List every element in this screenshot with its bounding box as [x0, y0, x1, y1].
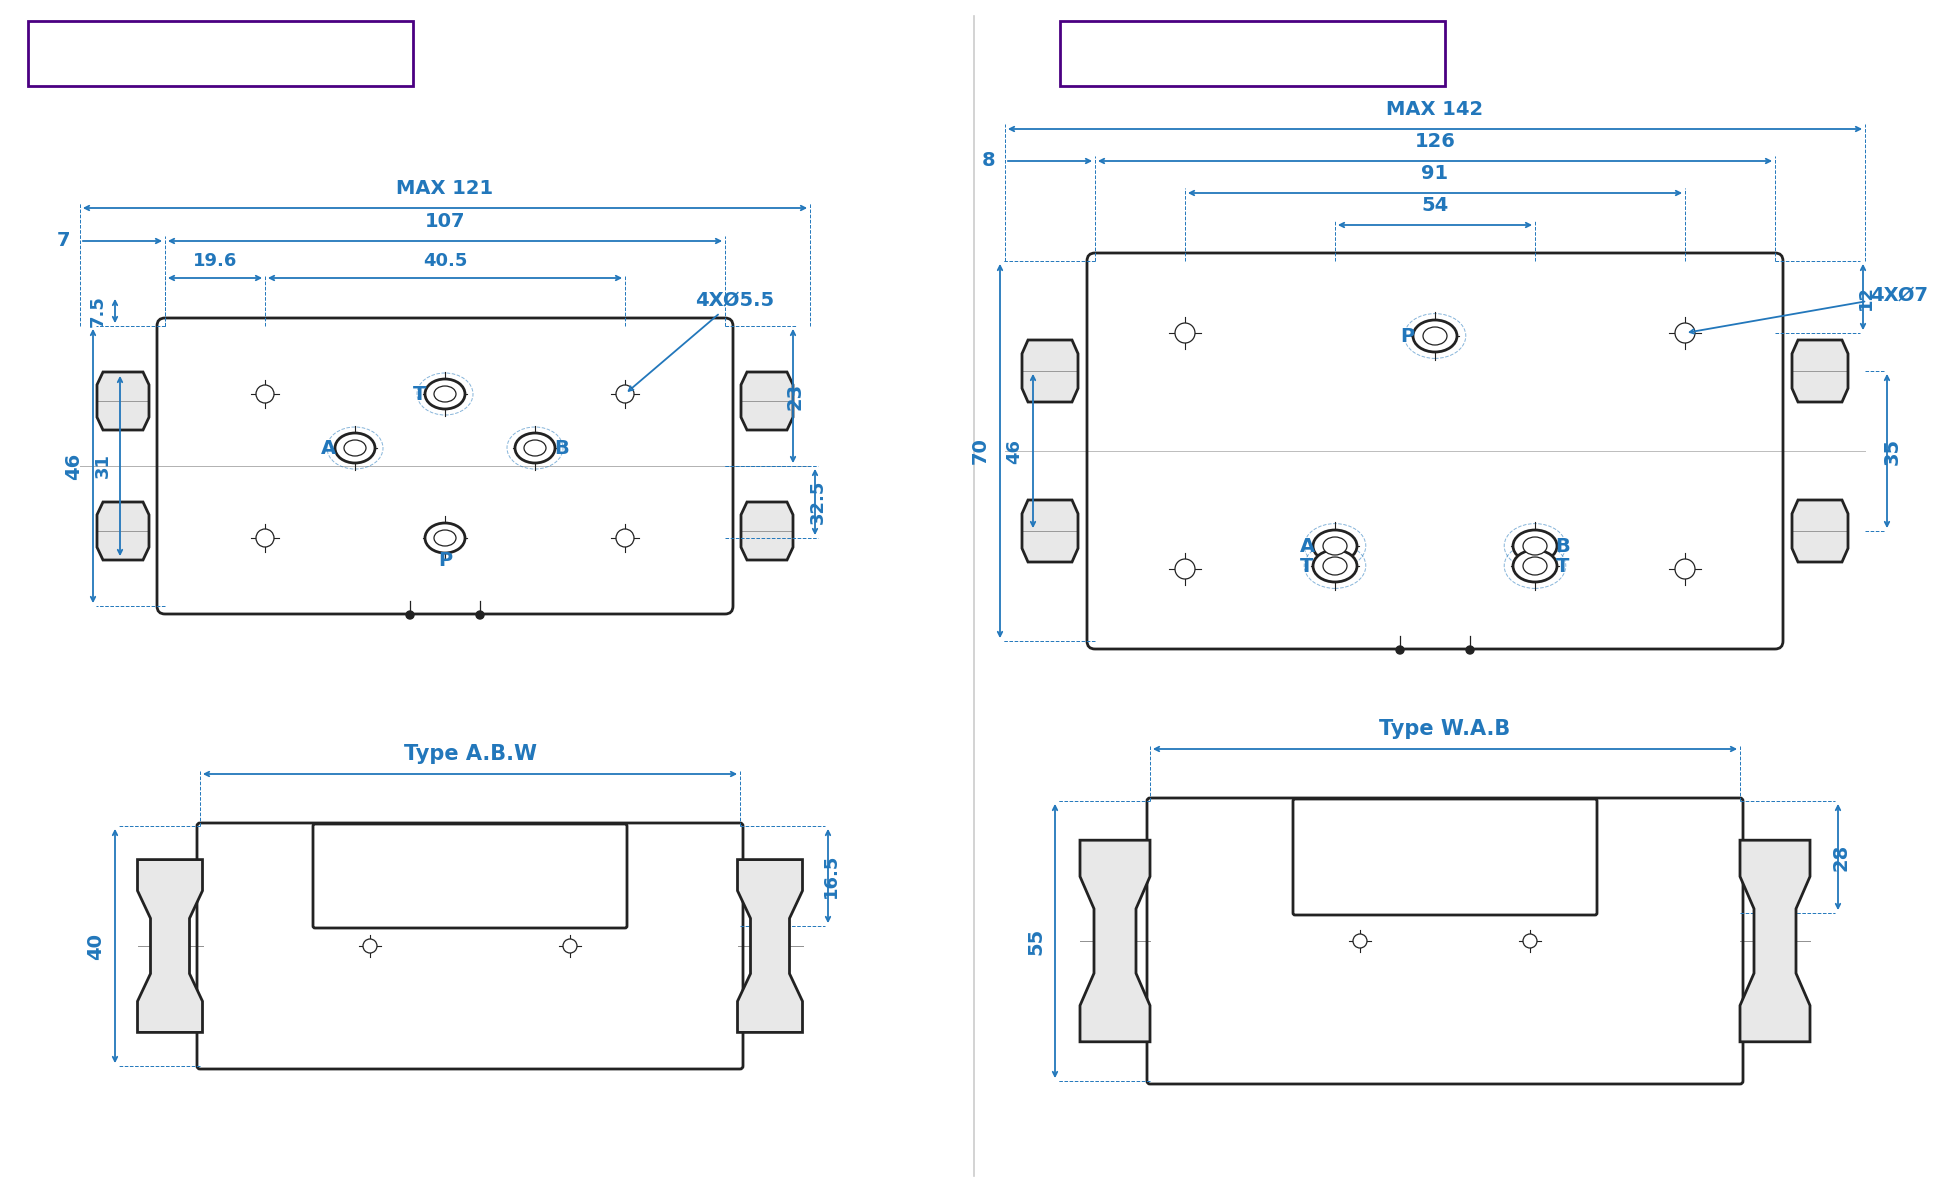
Text: 40: 40: [86, 933, 105, 959]
Circle shape: [616, 385, 633, 403]
Polygon shape: [738, 860, 803, 1032]
Polygon shape: [1023, 500, 1077, 562]
Text: T: T: [1301, 556, 1313, 575]
Ellipse shape: [1523, 557, 1547, 575]
Polygon shape: [1079, 841, 1149, 1042]
FancyBboxPatch shape: [1147, 798, 1743, 1084]
Text: 107: 107: [425, 212, 466, 231]
Text: B: B: [1556, 537, 1570, 555]
Text: 40.5: 40.5: [423, 252, 468, 270]
FancyBboxPatch shape: [1293, 799, 1597, 915]
Text: 23: 23: [785, 383, 805, 409]
Text: A: A: [319, 439, 335, 458]
Text: 91: 91: [1422, 164, 1449, 183]
Ellipse shape: [1523, 537, 1547, 555]
FancyBboxPatch shape: [1087, 254, 1782, 649]
Circle shape: [1523, 934, 1537, 948]
Polygon shape: [138, 860, 203, 1032]
Text: Type A.B.W: Type A.B.W: [403, 744, 536, 764]
Text: 126: 126: [1414, 132, 1455, 151]
Bar: [27, 22, 413, 86]
Text: 55: 55: [1027, 927, 1044, 954]
Ellipse shape: [425, 379, 466, 409]
Ellipse shape: [1514, 550, 1556, 582]
Circle shape: [362, 939, 378, 953]
Circle shape: [255, 529, 275, 547]
FancyBboxPatch shape: [314, 824, 627, 928]
Ellipse shape: [425, 523, 466, 553]
Text: 46: 46: [1005, 439, 1023, 464]
Polygon shape: [740, 372, 793, 431]
Circle shape: [563, 939, 577, 953]
Ellipse shape: [1313, 550, 1358, 582]
FancyBboxPatch shape: [158, 318, 732, 614]
Ellipse shape: [1313, 530, 1358, 562]
FancyBboxPatch shape: [197, 823, 742, 1069]
Ellipse shape: [1514, 530, 1556, 562]
Text: T: T: [413, 384, 427, 403]
Circle shape: [1175, 323, 1194, 343]
Ellipse shape: [434, 530, 456, 547]
Text: P: P: [1401, 327, 1414, 346]
Text: 54: 54: [1422, 196, 1449, 215]
Text: 32.5: 32.5: [808, 480, 828, 524]
Text: T: T: [1556, 556, 1570, 575]
Ellipse shape: [524, 440, 545, 456]
Circle shape: [1397, 646, 1405, 654]
Circle shape: [1175, 559, 1194, 579]
Text: P: P: [438, 550, 452, 569]
Ellipse shape: [335, 433, 376, 463]
Text: 46: 46: [64, 452, 84, 480]
Text: MPC-02-W.A.B: MPC-02-W.A.B: [64, 35, 376, 73]
Text: 70: 70: [970, 438, 990, 464]
Text: 16.5: 16.5: [822, 854, 840, 898]
Text: 28: 28: [1831, 843, 1851, 871]
Ellipse shape: [514, 433, 555, 463]
Ellipse shape: [434, 386, 456, 402]
Polygon shape: [97, 372, 148, 431]
Text: Type W.A.B: Type W.A.B: [1379, 719, 1510, 739]
Circle shape: [255, 385, 275, 403]
Circle shape: [1675, 559, 1695, 579]
Text: 31: 31: [94, 453, 111, 478]
Polygon shape: [1792, 340, 1849, 402]
Ellipse shape: [1422, 327, 1447, 344]
Text: MPC-03-W.A.B: MPC-03-W.A.B: [1097, 35, 1408, 73]
Polygon shape: [1792, 500, 1849, 562]
Ellipse shape: [1412, 321, 1457, 352]
Text: 4XØ5.5: 4XØ5.5: [629, 291, 773, 391]
Circle shape: [616, 529, 633, 547]
Text: 19.6: 19.6: [193, 252, 238, 270]
Polygon shape: [97, 502, 148, 560]
Circle shape: [405, 611, 415, 620]
Text: 4XØ7: 4XØ7: [1689, 286, 1929, 334]
Text: 35: 35: [1884, 438, 1901, 464]
Text: 7.5: 7.5: [90, 295, 107, 327]
Circle shape: [1675, 323, 1695, 343]
Bar: [1060, 22, 1445, 86]
Circle shape: [1467, 646, 1475, 654]
Ellipse shape: [345, 440, 366, 456]
Text: A: A: [1299, 537, 1315, 555]
Ellipse shape: [1323, 537, 1346, 555]
Text: 8: 8: [982, 152, 995, 171]
Polygon shape: [1740, 841, 1810, 1042]
Polygon shape: [1023, 340, 1077, 402]
Text: 12: 12: [1856, 285, 1876, 310]
Circle shape: [475, 611, 483, 620]
Circle shape: [1354, 934, 1367, 948]
Text: B: B: [555, 439, 569, 458]
Text: MAX 142: MAX 142: [1387, 100, 1484, 118]
Text: 7: 7: [56, 232, 70, 250]
Polygon shape: [740, 502, 793, 560]
Text: MAX 121: MAX 121: [397, 179, 493, 199]
Ellipse shape: [1323, 557, 1346, 575]
